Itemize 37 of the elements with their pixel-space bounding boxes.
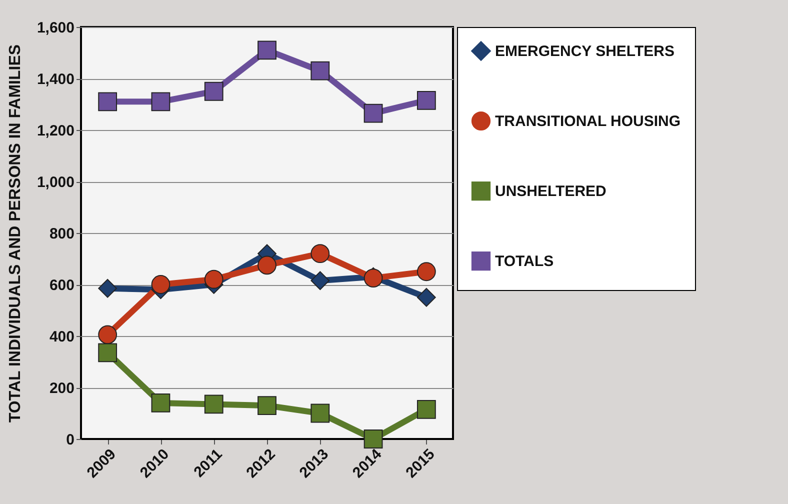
- point: [310, 404, 330, 423]
- point: [310, 61, 330, 80]
- point: [310, 271, 330, 290]
- point: [416, 400, 436, 419]
- point: [98, 92, 118, 112]
- y-tick-label: 400: [49, 328, 74, 346]
- y-tick-label: 1,600: [36, 20, 74, 36]
- y-tick-label: 1,400: [36, 71, 74, 88]
- y-axis-title: TOTAL INDIVIDUALS AND PERSONS IN FAMILIES: [6, 44, 24, 423]
- y-tick-label: 1,000: [36, 174, 74, 191]
- point: [204, 82, 224, 101]
- legend-label: TRANSITIONAL HOUSING: [495, 113, 681, 130]
- point: [364, 430, 383, 448]
- point: [151, 92, 170, 112]
- point: [416, 90, 436, 110]
- y-tick-label: 1,200: [36, 122, 74, 140]
- point: [258, 256, 276, 275]
- legend-label: EMERGENCY SHELTERS: [495, 43, 674, 60]
- point: [151, 275, 170, 294]
- y-tick-label: 800: [49, 226, 74, 242]
- point: [204, 394, 224, 414]
- y-tick-label: 600: [49, 277, 74, 294]
- point: [98, 325, 118, 344]
- point: [416, 262, 436, 282]
- y-tick-label: 200: [49, 380, 74, 397]
- point: [416, 288, 436, 307]
- point: [310, 244, 330, 264]
- legend-label: TOTALS: [495, 253, 554, 270]
- y-tick-label: 0: [66, 432, 74, 448]
- legend-label: UNSHELTERED: [495, 183, 607, 200]
- point: [258, 396, 276, 415]
- point: [204, 270, 224, 289]
- point: [258, 40, 276, 60]
- point: [98, 343, 118, 362]
- point: [98, 278, 118, 298]
- point: [364, 104, 383, 123]
- point: [151, 394, 170, 412]
